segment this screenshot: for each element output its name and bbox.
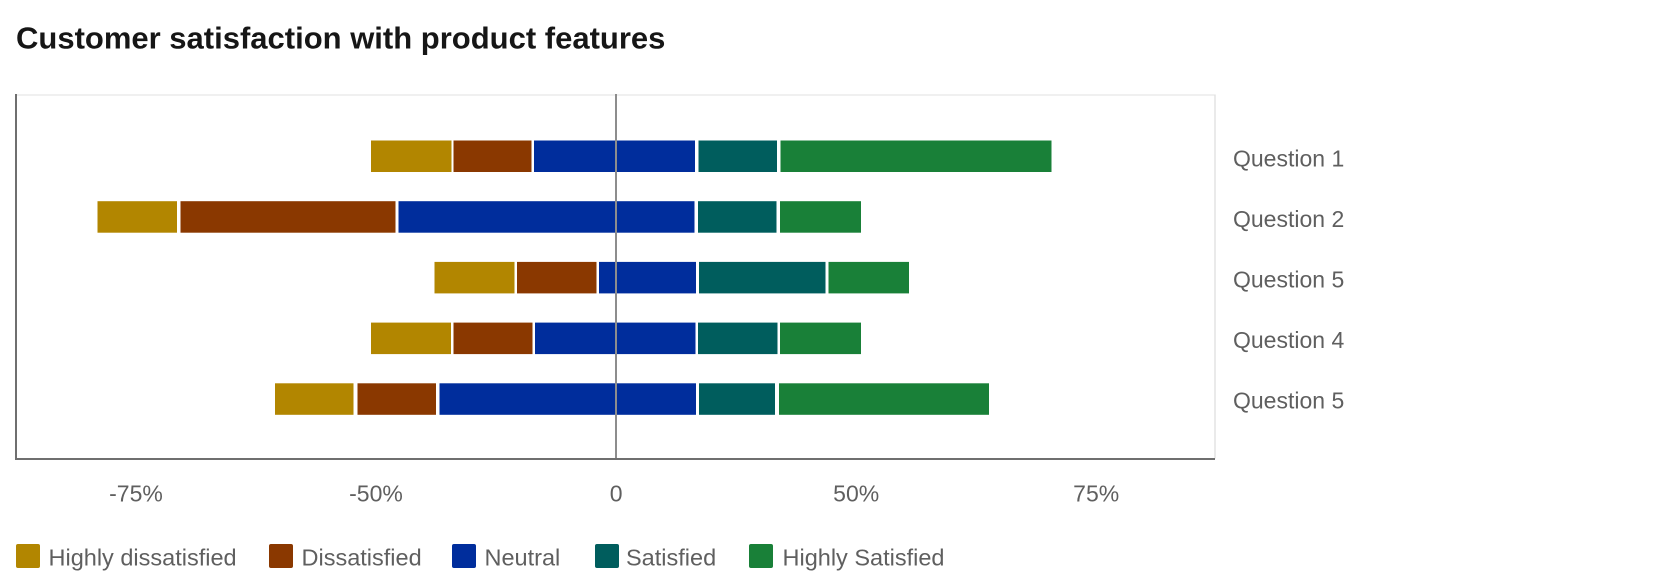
svg-text:0: 0 xyxy=(610,481,623,507)
svg-text:Question 4: Question 4 xyxy=(1233,327,1344,353)
svg-text:75%: 75% xyxy=(1073,481,1119,507)
svg-text:Satisfied: Satisfied xyxy=(626,545,716,571)
svg-text:Question 5: Question 5 xyxy=(1233,388,1344,414)
svg-text:-75%: -75% xyxy=(109,481,163,507)
svg-text:50%: 50% xyxy=(833,481,879,507)
svg-text:Question 5: Question 5 xyxy=(1233,267,1344,293)
svg-text:Highly Satisfied: Highly Satisfied xyxy=(783,545,945,571)
svg-text:Question 1: Question 1 xyxy=(1233,146,1344,172)
svg-text:Question 2: Question 2 xyxy=(1233,206,1344,232)
svg-text:Highly dissatisfied: Highly dissatisfied xyxy=(49,545,237,571)
svg-text:-50%: -50% xyxy=(349,481,403,507)
svg-text:Customer satisfaction with pro: Customer satisfaction with product featu… xyxy=(16,21,665,56)
svg-text:Neutral: Neutral xyxy=(485,545,561,571)
svg-text:Dissatisfied: Dissatisfied xyxy=(302,545,422,571)
